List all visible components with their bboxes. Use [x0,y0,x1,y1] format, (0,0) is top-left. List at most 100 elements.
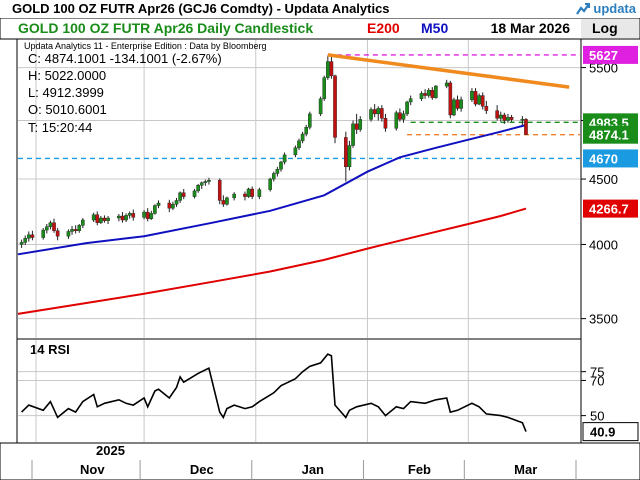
candle-down [398,112,402,120]
rsi-label: 14 RSI [30,342,70,357]
candle-up [297,140,301,149]
candle-down [95,214,100,223]
candle-down [430,90,435,98]
candle-down [102,217,107,221]
source-line: Updata Analytics 11 - Enterprise Edition… [24,41,266,51]
candle-up [271,173,276,180]
candle-up [124,215,128,221]
candle-down [221,200,226,205]
candle-up [142,211,146,218]
candle-up [506,116,510,121]
month-label: Nov [80,462,105,477]
candle-down [55,230,60,237]
candle-up [279,161,283,170]
price-tag-box [583,45,638,64]
candle-up [232,193,236,199]
candle-down [423,93,427,96]
info-box: Updata Analytics 11 - Enterprise Edition… [24,41,266,135]
candle-up [66,231,71,237]
candle-up [405,101,409,115]
candle-up [48,222,53,227]
candle-up [326,61,330,78]
candle-up [268,178,272,190]
candle-down [380,108,384,119]
month-label: Feb [408,462,431,477]
candle-up [45,226,49,231]
rsi-gridlines [18,340,580,442]
price-axis: 55005000450040003500 [581,61,618,327]
candle-up [23,238,28,243]
candle-up [369,109,373,120]
info-time: T: 15:20:44 [28,120,92,135]
candle-up [99,217,103,223]
candle-down [372,109,377,115]
candle-up [282,154,287,163]
candle-up [477,95,481,105]
candle-up [300,133,305,142]
chart-title: GOLD 100 OZ FUTR Apr26 Daily Candlestick [18,20,313,36]
price-plot-frame [16,38,582,340]
candle-up [351,123,355,146]
candle-up [192,190,197,197]
candlesticks [19,54,528,248]
candle-up [304,127,309,135]
candle-up [149,213,154,219]
candle-down [383,118,388,129]
candle-up [41,229,46,238]
month-label: Mar [514,462,537,477]
candle-up [275,169,280,174]
log-scale-toggle[interactable] [581,19,639,38]
candle-up [207,180,211,182]
candle-down [333,75,337,138]
candle-up [470,91,474,101]
m50-line [17,124,527,256]
candle-down [480,95,485,107]
candle-down [243,193,247,197]
candle-up [156,202,161,206]
candle-up [153,205,157,214]
price-tag-label: 5627 [589,48,618,63]
price-tag-box [583,149,638,168]
rsi-polyline [21,353,527,432]
candle-down [455,99,460,109]
rsi-tick-label: 70 [590,373,604,388]
candle-down [167,202,172,209]
candle-up [322,77,327,99]
updata-logo-icon [576,2,591,15]
candle-down [473,91,478,105]
price-gridlines [18,40,580,338]
price-tick-label: 4000 [589,237,618,252]
candle-up [27,234,31,239]
month-label: Dec [190,462,214,477]
candle-up [419,93,424,99]
candle-up [401,113,406,120]
candle-down [448,82,453,116]
candle-down [73,229,78,231]
rsi-line [21,353,527,432]
time-axis: 2025 Nov Dec Jan Feb Mar [0,442,640,480]
candle-up [394,112,399,129]
window-titlebar: GOLD 100 OZ FUTR Apr26 (GCJ6 Comdty) - U… [0,0,640,18]
candle-up [459,99,463,109]
candle-up [199,182,204,186]
candle-down [145,211,150,219]
candle-up [318,98,323,115]
month-label: Jan [302,462,324,477]
info-low: L: 4912.3999 [28,85,104,100]
rsi-tick-label: 75 [590,365,604,380]
candle-up [19,242,24,245]
candle-down [344,137,348,168]
candle-down [181,192,186,197]
info-close: C: 4874.1001 -134.1001 (-2.67%) [28,51,222,66]
candle-down [30,234,35,238]
rsi-current-label: 40.9 [590,425,615,440]
log-scale-label: Log [592,20,618,36]
candle-down [52,222,56,231]
candle-up [174,200,179,205]
year-label: 2025 [96,443,125,458]
candle-up [498,114,503,119]
price-tag-box [583,199,638,218]
legend-e200: E200 [367,20,400,36]
